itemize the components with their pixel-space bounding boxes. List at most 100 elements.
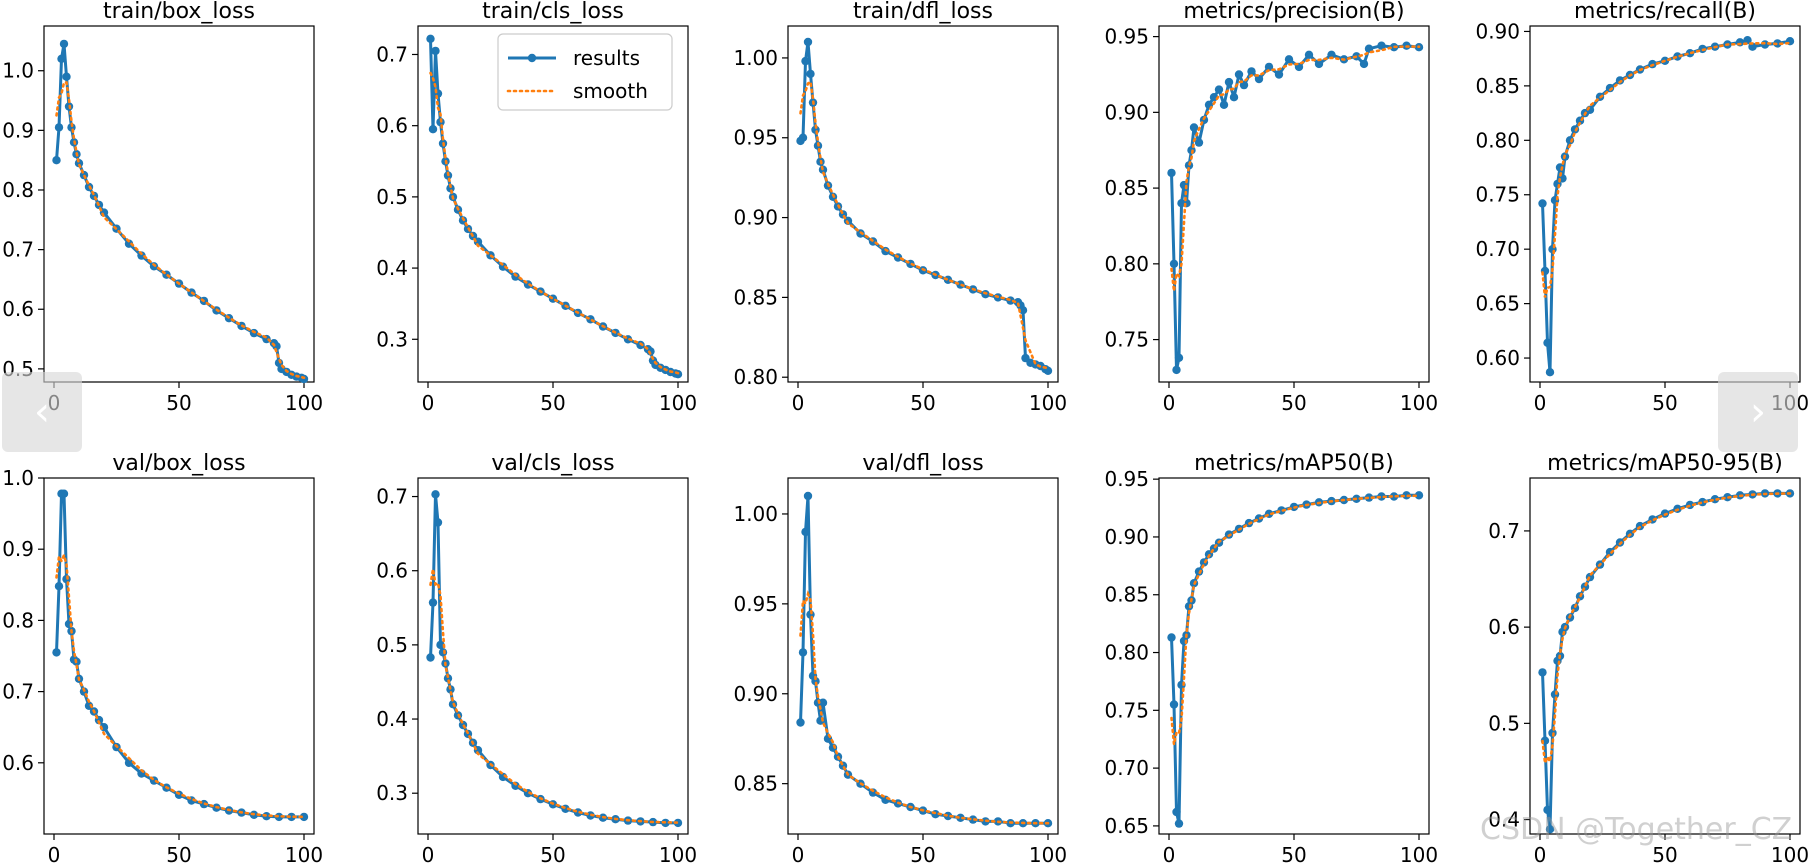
axes-frame (787, 25, 1059, 383)
results-point (511, 272, 520, 281)
results-line (1541, 491, 1790, 831)
axes-frame (43, 25, 315, 383)
results-point (1605, 547, 1615, 557)
results-point (1402, 491, 1411, 500)
y-tick-label: 0.65 (1475, 292, 1520, 316)
results-point (1167, 633, 1176, 642)
results-point (57, 54, 66, 63)
y-tick-label: 0.85 (733, 285, 778, 309)
results-point (1169, 700, 1179, 709)
x-tick-label: 50 (1281, 391, 1306, 415)
prev-image-button[interactable]: ‹ (2, 372, 82, 452)
y-tick-label: 0.75 (1104, 698, 1149, 722)
y-tick-label: 0.75 (1104, 328, 1149, 352)
y-tick-label: 0.6 (2, 751, 34, 775)
axes-frame (1158, 477, 1430, 835)
chart-panel-4: metrics/precision(B) 0 50 100 0.75 0.80 0.85 0.… (1104, 0, 1438, 415)
legend: results smooth (497, 33, 673, 111)
results-point (1194, 138, 1204, 147)
smooth-line (429, 71, 680, 375)
results-point (818, 698, 828, 707)
chart-panel-9: metrics/mAP50(B) 0 50 100 0.65 0.70 0.75 0.80 0.… (1104, 451, 1438, 864)
y-tick-label: 0.90 (1104, 100, 1149, 124)
results-point (1284, 55, 1294, 64)
results-point (803, 37, 813, 47)
x-tick-label: 0 (792, 391, 805, 415)
y-tick-label: 0.85 (1104, 176, 1149, 200)
results-line (1541, 38, 1791, 374)
y-tick-label: 0.7 (2, 238, 34, 262)
y-tick-label: 0.6 (376, 559, 408, 583)
legend-results-marker (527, 53, 537, 63)
results-point (436, 640, 445, 650)
results-point (54, 582, 64, 591)
axes-frame (1529, 25, 1801, 383)
results-point (124, 239, 134, 248)
y-tick-label: 0.6 (1488, 615, 1520, 639)
results-point (1229, 93, 1239, 102)
x-tick-label: 0 (1163, 843, 1176, 864)
results-point (1359, 59, 1369, 69)
y-tick-label: 0.60 (1475, 346, 1520, 370)
y-tick-label: 0.6 (2, 297, 34, 321)
y-tick-label: 0.80 (1475, 128, 1520, 152)
smooth-line (1541, 41, 1792, 298)
y-tick-label: 0.7 (2, 680, 34, 704)
results-point (431, 490, 440, 499)
results-point (59, 39, 69, 49)
results-point (1685, 49, 1695, 58)
results-point (1538, 199, 1547, 208)
results-point (1314, 59, 1324, 69)
y-tick-label: 0.90 (733, 682, 778, 706)
results-point (428, 598, 438, 607)
results-line (799, 494, 1048, 825)
next-image-button[interactable]: › (1718, 372, 1798, 452)
y-tick-label: 0.80 (1104, 252, 1149, 276)
y-tick-label: 0.9 (2, 118, 34, 142)
results-point (1172, 807, 1181, 817)
results-point (1189, 123, 1199, 132)
chart-title: metrics/mAP50(B) (1194, 451, 1394, 476)
results-point (1389, 492, 1399, 501)
results-point (796, 718, 805, 727)
y-tick-label: 0.7 (376, 42, 408, 66)
y-tick-label: 0.4 (1488, 808, 1520, 832)
y-tick-label: 0.7 (1488, 519, 1520, 543)
results-point (54, 123, 64, 132)
results-line (1170, 493, 1419, 826)
y-tick-label: 0.95 (733, 592, 778, 616)
results-point (1247, 67, 1256, 76)
y-tick-label: 0.6 (376, 114, 408, 138)
smooth-line (799, 590, 1050, 825)
results-point (801, 56, 810, 66)
x-tick-label: 0 (1534, 843, 1547, 864)
chart-panel-6: val/box_loss 0 50 100 0.6 0.7 0.8 0.9 1.0 (2, 451, 323, 864)
results-point (1543, 805, 1552, 815)
legend-results-label: results (573, 46, 640, 70)
smooth-line (1170, 494, 1421, 745)
y-tick-label: 0.3 (376, 781, 408, 805)
results-point (62, 72, 71, 81)
results-point (428, 125, 438, 134)
y-tick-label: 0.80 (733, 365, 778, 389)
y-tick-label: 0.8 (2, 178, 34, 202)
results-point (1214, 85, 1224, 94)
results-point (803, 491, 813, 501)
y-tick-label: 0.85 (1475, 74, 1520, 98)
results-line (429, 492, 678, 825)
y-tick-label: 0.5 (376, 185, 408, 209)
x-tick-label: 0 (1163, 391, 1176, 415)
y-tick-label: 0.90 (1475, 19, 1520, 43)
results-point (1605, 83, 1615, 93)
chart-panel-2: train/cls_loss 0 50 100 0.3 0.4 0.5 0.6 0.7 resul… (376, 0, 697, 415)
y-tick-label: 0.95 (1104, 25, 1149, 49)
results-point (1224, 77, 1234, 87)
results-point (1169, 259, 1179, 268)
results-point (59, 489, 69, 498)
results-line (55, 492, 304, 819)
x-tick-label: 50 (910, 391, 935, 415)
watermark: CSDN @Together_CZ (1480, 812, 1793, 847)
results-point (74, 159, 84, 168)
results-point (881, 246, 890, 256)
